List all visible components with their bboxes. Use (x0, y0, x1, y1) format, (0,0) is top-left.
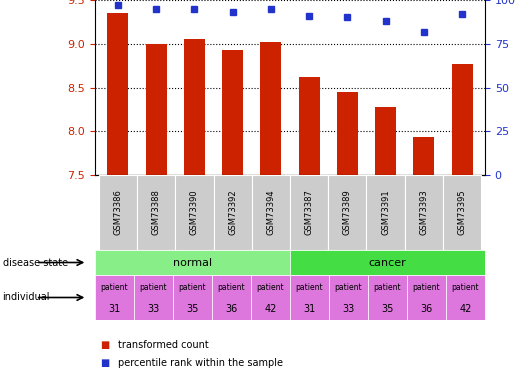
Text: 35: 35 (186, 304, 199, 314)
Bar (407, 275, 446, 320)
Bar (252, 175, 290, 250)
Text: GSM73394: GSM73394 (266, 190, 276, 236)
Text: GSM73389: GSM73389 (343, 190, 352, 236)
Bar (137, 175, 175, 250)
Bar (251, 275, 290, 320)
Text: 33: 33 (147, 304, 160, 314)
Text: 31: 31 (303, 304, 316, 314)
Text: 35: 35 (381, 304, 393, 314)
Bar (375, 107, 396, 175)
Bar (184, 39, 205, 175)
Bar (405, 175, 443, 250)
Text: patient: patient (256, 283, 284, 292)
Text: patient: patient (452, 283, 479, 292)
Text: 42: 42 (264, 304, 277, 314)
Text: patient: patient (179, 283, 207, 292)
Bar (261, 42, 281, 175)
Bar (367, 175, 405, 250)
Bar (414, 137, 434, 175)
Text: GSM73395: GSM73395 (457, 190, 467, 236)
Text: 31: 31 (108, 304, 121, 314)
Text: 33: 33 (342, 304, 355, 314)
Bar (368, 275, 407, 320)
Text: GSM73387: GSM73387 (304, 190, 314, 236)
Text: patient: patient (218, 283, 245, 292)
Text: patient: patient (374, 283, 401, 292)
Text: disease state: disease state (3, 258, 67, 267)
Text: GSM73386: GSM73386 (113, 190, 123, 236)
Bar (290, 275, 329, 320)
Bar (173, 275, 212, 320)
Bar (328, 175, 367, 250)
Bar (214, 175, 252, 250)
Bar (337, 92, 358, 175)
Text: GSM73391: GSM73391 (381, 190, 390, 236)
Text: 36: 36 (420, 304, 433, 314)
Text: GSM73388: GSM73388 (152, 190, 161, 236)
Text: patient: patient (296, 283, 323, 292)
Bar (452, 64, 473, 175)
Text: patient: patient (335, 283, 363, 292)
Text: GSM73393: GSM73393 (419, 190, 428, 236)
Text: patient: patient (101, 283, 128, 292)
Text: 42: 42 (459, 304, 472, 314)
Bar (290, 250, 485, 275)
Bar (446, 275, 485, 320)
Bar (290, 175, 328, 250)
Bar (329, 275, 368, 320)
Text: individual: individual (3, 292, 50, 303)
Text: transformed count: transformed count (118, 340, 209, 350)
Text: patient: patient (413, 283, 440, 292)
Text: cancer: cancer (369, 258, 406, 267)
Bar (443, 175, 481, 250)
Bar (299, 77, 320, 175)
Bar (108, 13, 128, 175)
Bar (99, 175, 137, 250)
Bar (175, 175, 214, 250)
Bar (146, 44, 167, 175)
Bar (95, 275, 134, 320)
Text: normal: normal (173, 258, 212, 267)
Text: GSM73390: GSM73390 (190, 190, 199, 236)
Text: ■: ■ (100, 340, 109, 350)
Bar (212, 275, 251, 320)
Text: percentile rank within the sample: percentile rank within the sample (118, 358, 283, 368)
Text: 36: 36 (226, 304, 237, 314)
Bar (95, 250, 290, 275)
Text: ■: ■ (100, 358, 109, 368)
Bar (222, 50, 243, 175)
Bar (134, 275, 173, 320)
Text: GSM73392: GSM73392 (228, 190, 237, 236)
Text: patient: patient (140, 283, 167, 292)
